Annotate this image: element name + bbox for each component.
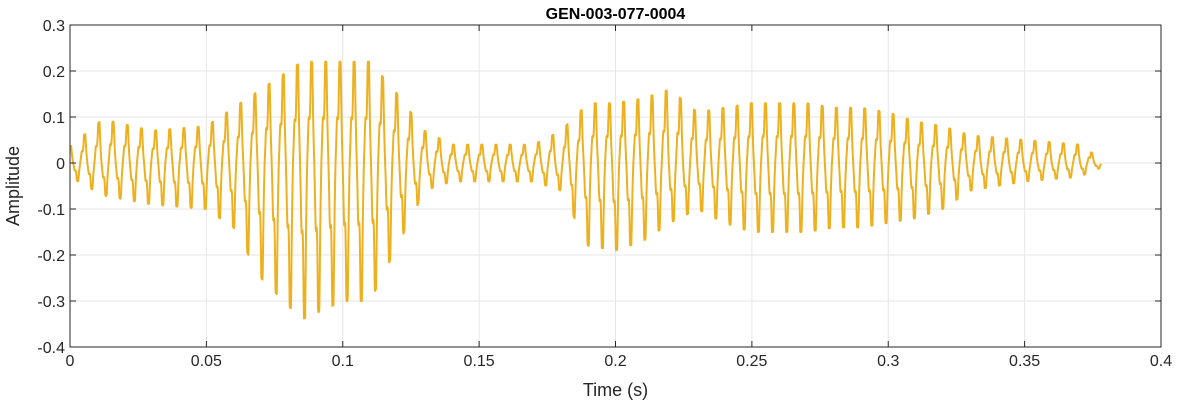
x-tick-label: 0.1: [332, 353, 354, 370]
chart-title: GEN-003-077-0004: [546, 6, 686, 23]
y-tick-label: -0.3: [37, 294, 65, 311]
amplitude-series-line: [69, 60, 1102, 320]
y-axis-label: Amplitude: [3, 146, 23, 226]
y-tick-label: -0.4: [37, 340, 65, 357]
y-tick-label: 0.3: [43, 18, 65, 35]
x-tick-label: 0.15: [464, 353, 495, 370]
y-tick-label: 0.1: [43, 110, 65, 127]
x-tick-label: 0.35: [1009, 353, 1040, 370]
x-tick-label: 0.25: [736, 353, 767, 370]
y-tick-label: 0: [56, 156, 65, 173]
y-axis-ticks: -0.4 -0.3 -0.2 -0.1 0 0.1 0.2 0.3: [37, 18, 1161, 357]
y-tick-label: -0.2: [37, 248, 65, 265]
y-tick-label: -0.1: [37, 202, 65, 219]
x-axis-ticks: 0 0.05 0.1 0.15 0.2 0.25 0.3 0.35 0.4: [66, 25, 1172, 370]
x-tick-label: 0.2: [604, 353, 626, 370]
y-tick-label: 0.2: [43, 64, 65, 81]
x-tick-label: 0.3: [877, 353, 899, 370]
x-tick-label: 0: [66, 353, 75, 370]
series-layer: [69, 60, 1102, 320]
x-tick-label: 0.05: [191, 353, 222, 370]
x-tick-label: 0.4: [1150, 353, 1172, 370]
x-axis-label: Time (s): [583, 380, 648, 400]
